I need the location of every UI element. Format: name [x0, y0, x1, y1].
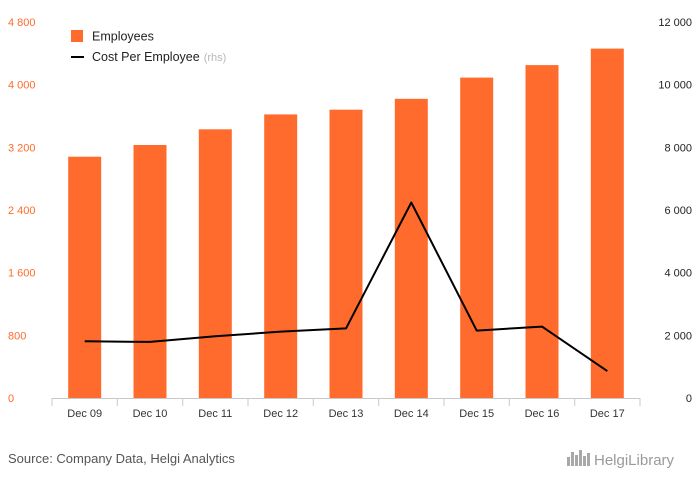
x-tick-label: Dec 15	[459, 408, 494, 420]
x-tick-label: Dec 09	[67, 408, 102, 420]
bar-employees-dec-14	[394, 98, 428, 399]
logo-city-icon	[567, 450, 590, 466]
source-text: Source: Company Data, Helgi Analytics	[8, 451, 235, 466]
line-cost-per-employee	[84, 201, 608, 372]
legend-label-employees: Employees	[92, 30, 154, 44]
y-right-tick-label: 8 000	[664, 142, 692, 154]
legend-label-cost-name: Cost Per Employee	[92, 50, 200, 64]
bar-employees-dec-10	[133, 145, 167, 398]
y-left-axis: 0 800 1 600 2 400 3 200 4 000 4 800	[8, 17, 36, 405]
x-tick-label: Dec 10	[133, 408, 168, 420]
y-left-tick-label: 2 400	[8, 205, 36, 217]
y-right-tick-label: 6 000	[664, 205, 692, 217]
y-right-axis: 0 2 000 4 000 6 000 8 000 10 000 12 000	[658, 17, 692, 405]
bar-employees-dec-15	[460, 77, 494, 398]
x-tick-label: Dec 16	[525, 408, 560, 420]
legend-swatch-employees	[71, 30, 83, 42]
bars-layer	[68, 48, 624, 399]
x-tick-label: Dec 17	[590, 408, 625, 420]
bar-employees-dec-17	[590, 48, 624, 398]
y-left-tick-label: 1 600	[8, 268, 36, 280]
y-left-tick-label: 0	[8, 393, 14, 405]
legend: Employees Cost Per Employee (rhs)	[71, 30, 226, 64]
y-right-tick-label: 2 000	[664, 330, 692, 342]
y-left-tick-label: 4 800	[8, 17, 36, 29]
logo-text: HelgiLibrary	[594, 452, 675, 469]
y-left-tick-label: 3 200	[8, 142, 36, 154]
x-tick-label: Dec 11	[198, 408, 232, 420]
helgi-library-logo: HelgiLibrary	[567, 450, 675, 469]
y-right-tick-label: 12 000	[658, 17, 692, 29]
bar-employees-dec-09	[68, 156, 102, 398]
legend-label-cost-suffix: (rhs)	[204, 52, 227, 64]
y-right-tick-label: 10 000	[658, 80, 692, 92]
bar-employees-dec-11	[198, 129, 232, 399]
bar-employees-dec-16	[525, 65, 559, 398]
x-ticks-layer: Dec 09 Dec 10 Dec 11 Dec 12 Dec 13 Dec 14 Dec …	[51, 398, 641, 420]
y-left-tick-label: 4 000	[8, 80, 36, 92]
bar-employees-dec-13	[329, 109, 363, 398]
y-right-tick-label: 4 000	[664, 268, 692, 280]
x-tick-label: Dec 14	[394, 408, 429, 420]
x-tick-label: Dec 12	[263, 408, 298, 420]
line-layer	[84, 201, 608, 372]
x-tick-label: Dec 13	[329, 408, 364, 420]
y-right-tick-label: 0	[686, 393, 692, 405]
legend-label-cost: Cost Per Employee (rhs)	[92, 50, 226, 64]
bar-employees-dec-12	[264, 114, 298, 399]
y-left-tick-label: 800	[8, 330, 26, 342]
